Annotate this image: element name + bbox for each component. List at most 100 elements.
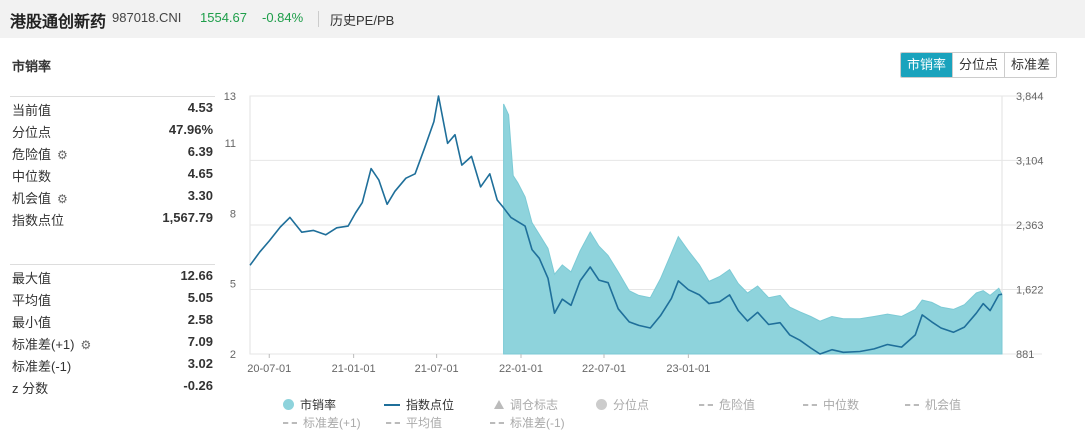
tab-percentile[interactable]: 分位点 [952, 53, 1005, 77]
legend-item[interactable]: 调仓标志 [494, 396, 558, 413]
legend-item[interactable]: 中位数 [803, 396, 859, 413]
stat-row: 平均值 5.05 [10, 287, 215, 309]
legend-marker [283, 422, 297, 424]
ps-ratio-area-series [503, 103, 1003, 355]
legend-marker [494, 400, 504, 409]
stat-row: 分位点 47.96% [10, 119, 215, 141]
stat-row: z 分数 -0.26 [10, 375, 215, 397]
y-tick-label-right: 881 [1016, 349, 1034, 361]
x-tick-label: 22-07-01 [582, 363, 626, 375]
stat-value: -0.26 [183, 378, 213, 393]
legend-item[interactable]: 市销率 [283, 396, 336, 413]
legend-label: 平均值 [406, 416, 443, 430]
divider [10, 264, 215, 265]
stat-row: 最小值 2.58 [10, 309, 215, 331]
stat-value: 5.05 [187, 290, 213, 305]
y-tick-label-right: 3,104 [1016, 155, 1044, 167]
stat-label-text: 分位点 [12, 125, 52, 140]
gear-icon[interactable]: ⚙ [80, 338, 92, 352]
stat-label: 机会值 ⚙ [12, 188, 68, 207]
stat-label-text: 指数点位 [12, 213, 65, 228]
y-tick-label-right: 3,844 [1016, 91, 1044, 103]
ps-ratio-area [503, 103, 1003, 355]
stat-label-text: 最大值 [12, 271, 52, 286]
stat-row: 当前值 4.53 [10, 97, 215, 119]
stat-row: 最大值 12.66 [10, 265, 215, 287]
legend-item[interactable]: 指数点位 [384, 396, 454, 413]
x-tick-label: 21-07-01 [415, 363, 459, 375]
x-tick-label: 21-01-01 [332, 363, 376, 375]
history-pe-pb-link[interactable]: 历史PE/PB [330, 13, 395, 28]
stat-value: 1,567.79 [162, 210, 213, 225]
legend-item[interactable]: 机会值 [905, 396, 961, 413]
left-y-axis: 2 5 8 11 13 [224, 91, 236, 361]
index-change: -0.84% [262, 10, 304, 25]
stat-value: 12.66 [180, 268, 213, 283]
stat-label: z 分数 [12, 378, 48, 397]
y-tick-label-left: 2 [230, 349, 236, 361]
legend-label: 市销率 [300, 398, 337, 412]
stats-panel-top: 当前值 4.53 分位点 47.96% 危险值 ⚙ 6.39 中位数 4.65 机会值 ⚙ 3.30 指… [10, 97, 215, 229]
y-tick-label-left: 13 [224, 91, 236, 103]
stat-label-text: 中位数 [12, 169, 52, 184]
divider [318, 11, 319, 27]
stat-value: 6.39 [187, 144, 213, 159]
stat-value: 4.53 [187, 100, 213, 115]
legend-marker [283, 399, 294, 410]
legend-marker [596, 399, 607, 410]
stat-value: 4.65 [187, 166, 213, 181]
stat-label-text: 当前值 [12, 103, 52, 118]
stat-value: 47.96% [168, 122, 213, 137]
y-tick-label-right: 2,363 [1016, 220, 1044, 232]
stat-row: 危险值 ⚙ 6.39 [10, 141, 215, 163]
legend-marker [490, 422, 504, 424]
stat-label: 危险值 ⚙ [12, 144, 68, 163]
metric-toggle-group: 市销率 分位点 标准差 [900, 52, 1058, 78]
stat-label-text: 机会值 [12, 191, 52, 206]
gear-icon[interactable]: ⚙ [57, 148, 68, 162]
legend-label: 机会值 [925, 398, 962, 412]
legend-item[interactable]: 平均值 [386, 414, 442, 431]
y-tick-label-right: 1,622 [1016, 284, 1044, 296]
legend-label: 调仓标志 [510, 398, 559, 412]
stat-label: 标准差(-1) [12, 356, 71, 375]
section-title: 市销率 [12, 59, 52, 74]
stat-row: 指数点位 1,567.79 [10, 207, 215, 229]
stats-panel-bottom: 最大值 12.66 平均值 5.05 最小值 2.58 标准差(+1) ⚙ 7.09 标准差(-1… [10, 265, 215, 397]
y-tick-label-left: 5 [230, 279, 236, 291]
stat-label-text: 标准差(-1) [12, 359, 72, 374]
x-tick-label: 23-01-01 [666, 363, 710, 375]
top-bar: 港股通创新药 987018.CNI 1554.67 -0.84% 历史PE/PB [0, 0, 1085, 38]
stat-label: 中位数 [12, 166, 51, 185]
gear-icon[interactable]: ⚙ [57, 192, 68, 206]
divider [10, 96, 215, 97]
stat-label-text: z 分数 [12, 381, 49, 396]
stat-value: 2.58 [187, 312, 213, 327]
legend-marker [803, 404, 817, 406]
tab-ps-ratio[interactable]: 市销率 [901, 53, 953, 77]
stat-label: 分位点 [12, 122, 51, 141]
x-axis: 20-07-01 21-01-01 21-07-01 22-01-01 22-07-01… [247, 354, 710, 375]
index-price: 1554.67 [200, 10, 247, 25]
tab-std-dev[interactable]: 标准差 [1004, 53, 1057, 77]
index-code: 987018.CNI [112, 10, 182, 25]
legend-marker [905, 404, 919, 406]
legend-item[interactable]: 分位点 [596, 396, 649, 413]
stat-label: 当前值 [12, 100, 51, 119]
stat-label: 最小值 [12, 312, 51, 331]
index-name: 港股通创新药 [10, 14, 107, 31]
legend-item[interactable]: 危险值 [699, 396, 755, 413]
legend-label: 分位点 [613, 398, 650, 412]
legend-item[interactable]: 标准差(+1) [283, 414, 361, 431]
stat-value: 3.02 [187, 356, 213, 371]
legend-marker [384, 404, 400, 406]
y-tick-label-left: 11 [225, 138, 236, 150]
stat-row: 标准差(+1) ⚙ 7.09 [10, 331, 215, 353]
x-tick-label: 22-01-01 [499, 363, 543, 375]
legend-label: 中位数 [823, 398, 860, 412]
legend-label: 标准差(+1) [303, 416, 361, 430]
legend-item[interactable]: 标准差(-1) [490, 414, 565, 431]
stat-value: 3.30 [187, 188, 213, 203]
legend-marker [699, 404, 713, 406]
